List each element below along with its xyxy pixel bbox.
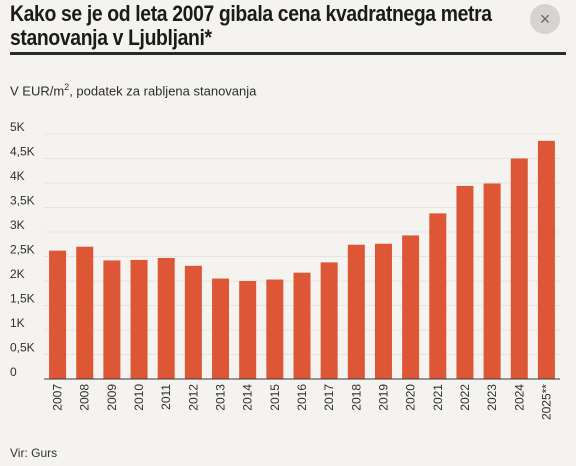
x-tick-label: 2022 (458, 384, 472, 411)
bar-2019 (374, 243, 392, 379)
bar-2013 (212, 278, 230, 379)
y-tick-label: 1K (10, 316, 25, 330)
bar-2022 (456, 185, 474, 379)
bar-2007 (49, 250, 67, 379)
x-tick-label: 2025** (539, 384, 553, 420)
x-tick-label: 2007 (51, 384, 65, 411)
x-tick-label: 2009 (105, 384, 119, 411)
x-tick-label: 2015 (268, 384, 282, 411)
y-tick-label: 3K (10, 218, 25, 232)
bar-2024 (510, 158, 528, 379)
subtitle-suffix: , podatek za rabljena stanovanja (69, 83, 257, 99)
bar-2020 (402, 235, 420, 379)
y-tick-label: 4,5K (10, 145, 35, 159)
x-tick-label: 2014 (241, 384, 255, 411)
source-note: Vir: Gurs (10, 446, 58, 460)
subtitle-superscript: 2 (64, 82, 70, 92)
x-tick-label: 2011 (159, 384, 173, 410)
bar-2017 (320, 262, 338, 379)
y-tick-label: 5K (10, 120, 25, 134)
bar-2025 (537, 140, 555, 379)
bar-2012 (184, 265, 202, 379)
y-tick-label: 3,5K (10, 194, 35, 208)
title-line-1: Kako se je od leta 2007 gibala cena kvad… (10, 1, 492, 26)
bars (49, 140, 555, 379)
title-line-2: stanovanja v Ljubljani* (10, 25, 212, 50)
y-tick-label: 4K (10, 169, 25, 183)
title-divider (10, 52, 566, 55)
bar-2018 (347, 244, 365, 379)
x-tick-label: 2017 (322, 384, 336, 411)
bar-2016 (293, 272, 311, 379)
x-tick-label: 2010 (132, 384, 146, 411)
x-tick-label: 2013 (214, 384, 228, 411)
x-tick-label: 2020 (404, 384, 418, 411)
close-icon[interactable]: × (530, 4, 560, 34)
subtitle-prefix: V EUR/m (10, 83, 65, 99)
page-title: Kako se je od leta 2007 gibala cena kvad… (10, 1, 492, 50)
bar-2010 (130, 259, 148, 379)
y-tick-label: 2,5K (10, 243, 35, 257)
chart-subtitle: V EUR/m2, podatek za rabljena stanovanja (10, 82, 256, 98)
bar-2021 (429, 213, 447, 379)
y-tick-label: 0,5K (10, 341, 35, 355)
x-tick-label: 2023 (485, 384, 499, 411)
x-tick-label: 2019 (376, 384, 390, 411)
x-tick-label: 2018 (349, 384, 363, 411)
x-tick-label: 2008 (78, 384, 92, 411)
x-tick-label: 2024 (512, 384, 526, 411)
y-axis-tick-labels: 0 0,5K 1K 1,5K 2K 2,5K 3K 3,5K 4K 4,5K 5K (10, 120, 35, 379)
y-tick-label: 1,5K (10, 292, 35, 306)
bar-2015 (266, 279, 284, 379)
x-tick-label: 2021 (431, 384, 445, 411)
bar-2014 (239, 281, 257, 379)
x-tick-label: 2016 (295, 384, 309, 411)
y-tick-label: 2K (10, 267, 25, 281)
bar-2023 (483, 183, 501, 379)
bar-2011 (157, 257, 175, 379)
x-tick-label: 2012 (186, 384, 200, 411)
bar-2009 (103, 260, 121, 379)
bar-2008 (76, 246, 94, 379)
y-tick-label: 0 (10, 365, 17, 379)
x-axis-tick-labels: 2007 2008 2009 2010 2011 2012 2013 2014 2015 2016… (51, 384, 554, 420)
